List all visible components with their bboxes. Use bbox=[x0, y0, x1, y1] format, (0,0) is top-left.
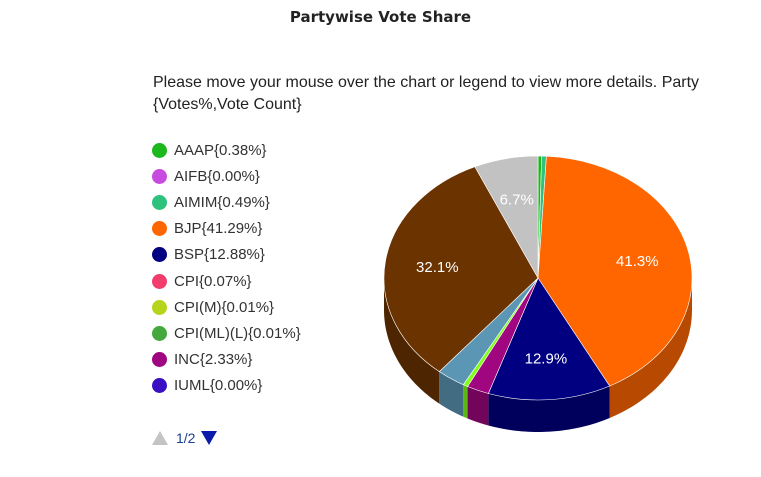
legend-label: BSP{12.88%} bbox=[174, 246, 265, 264]
legend-marker bbox=[152, 221, 167, 237]
legend-item[interactable]: INC{2.33%} bbox=[152, 347, 301, 373]
legend-item[interactable]: CPI(ML)(L){0.01%} bbox=[152, 320, 301, 346]
legend-marker bbox=[152, 142, 167, 158]
legend-label: AAAP{0.38%} bbox=[174, 141, 267, 159]
legend-marker bbox=[152, 325, 167, 341]
legend-label: BJP{41.29%} bbox=[174, 220, 263, 238]
legend-label: INC{2.33%} bbox=[174, 351, 253, 369]
legend-label: AIFB{0.00%} bbox=[174, 167, 260, 185]
legend-item[interactable]: BJP{41.29%} bbox=[152, 216, 301, 242]
pie-slice[interactable] bbox=[474, 155, 539, 280]
legend-label: CPI{0.07%} bbox=[174, 272, 252, 290]
pie-slice-side bbox=[467, 386, 489, 426]
legend-marker bbox=[152, 168, 167, 184]
pie-slice-side bbox=[609, 278, 692, 418]
legend-label: AIMIM{0.49%} bbox=[174, 193, 270, 211]
legend-marker bbox=[152, 378, 167, 394]
pie-slice-side bbox=[439, 371, 464, 417]
legend-marker bbox=[152, 299, 167, 315]
pie-slice-side bbox=[463, 384, 468, 419]
legend-item[interactable]: BSP{12.88%} bbox=[152, 242, 301, 268]
chart-legend: AAAP{0.38%} AIFB{0.00%} AIMIM{0.49%} BJP{41… bbox=[152, 137, 301, 399]
pager-up-arrow-icon[interactable] bbox=[152, 431, 168, 445]
pie-slice-label: 32.1% bbox=[416, 259, 459, 276]
pie-slice-side bbox=[384, 278, 440, 404]
pager-down-arrow-icon[interactable] bbox=[201, 431, 218, 445]
legend-pager: 1/2 bbox=[152, 430, 218, 446]
legend-item[interactable]: AAAP{0.38%} bbox=[152, 137, 301, 163]
legend-item[interactable]: AIMIM{0.49%} bbox=[152, 189, 301, 215]
pie-slice[interactable] bbox=[537, 155, 693, 387]
chart-title: Partywise Vote Share bbox=[289, 8, 472, 26]
legend-marker bbox=[152, 194, 167, 210]
pie-slice-label: 41.3% bbox=[616, 253, 659, 270]
pager-page-label: 1/2 bbox=[176, 430, 196, 446]
pie-slice-side bbox=[488, 386, 610, 432]
legend-item[interactable]: IUML{0.00%} bbox=[152, 373, 301, 399]
legend-item[interactable]: AIFB{0.00%} bbox=[152, 163, 301, 189]
pie-slice-label: 12.9% bbox=[525, 350, 568, 367]
legend-item[interactable]: CPI(M){0.01%} bbox=[152, 294, 301, 320]
legend-item[interactable]: CPI{0.07%} bbox=[152, 268, 301, 294]
legend-marker bbox=[152, 352, 167, 368]
pie-slice[interactable] bbox=[487, 277, 611, 401]
chart-subtitle: Please move your mouse over the chart or… bbox=[153, 74, 700, 113]
legend-label: CPI(M){0.01%} bbox=[174, 298, 275, 316]
legend-label: CPI(ML)(L){0.01%} bbox=[174, 324, 301, 342]
pie-slice[interactable] bbox=[383, 166, 539, 373]
pie-slice-label: 6.7% bbox=[500, 191, 534, 208]
legend-marker bbox=[152, 247, 167, 263]
pie-side-walls bbox=[384, 278, 692, 432]
legend-marker bbox=[152, 273, 167, 289]
legend-label: IUML{0.00%} bbox=[174, 377, 263, 395]
